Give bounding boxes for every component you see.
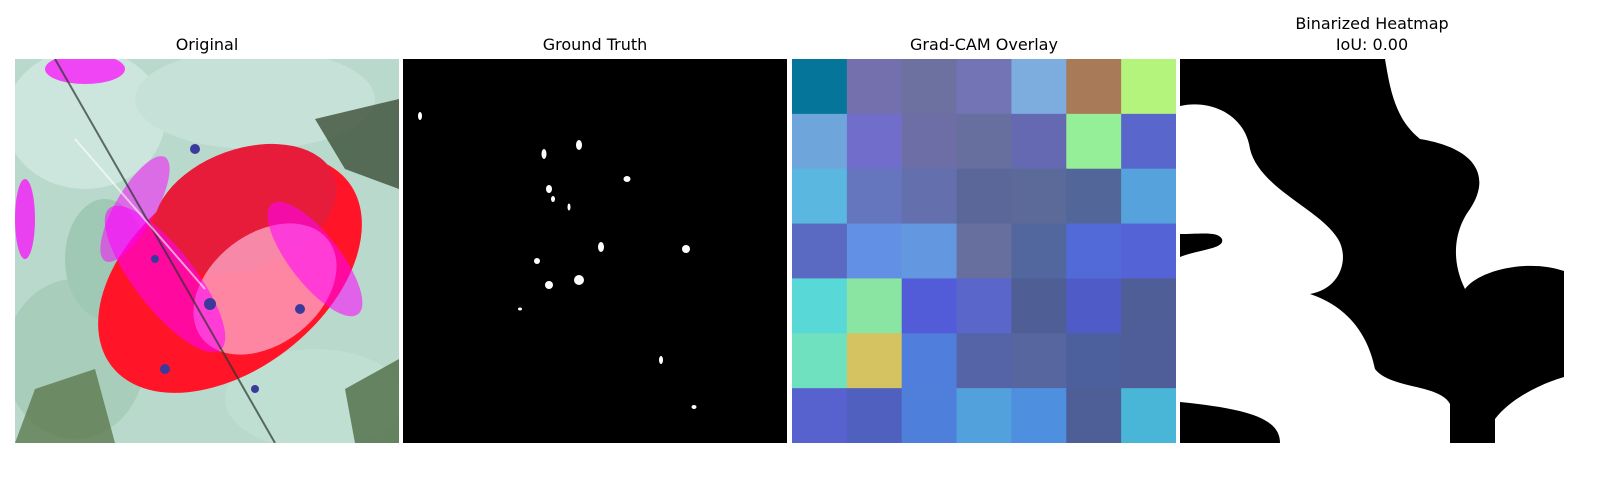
heatmap-cell [1121, 59, 1176, 115]
heatmap-cell [1011, 388, 1067, 443]
heatmap-cell [846, 59, 903, 115]
heatmap-cell [846, 223, 903, 279]
heatmap-cell [1121, 113, 1176, 170]
heatmap-cell [1066, 113, 1122, 170]
heatmap-cell [901, 388, 958, 443]
heatmap-cell [846, 278, 903, 334]
heatmap-cell [846, 113, 903, 170]
heatmap-cell [846, 388, 903, 443]
binarized-mask [1180, 59, 1564, 443]
heatmap-cell [1121, 223, 1176, 279]
gradcam-title: Grad-CAM Overlay [910, 35, 1058, 54]
heatmap-cell [956, 168, 1012, 225]
heatmap-cell [956, 278, 1012, 334]
heatmap-cell [956, 333, 1012, 389]
heatmap-cell [956, 223, 1012, 279]
heatmap-cell [1066, 333, 1122, 389]
heatmap-cell [1121, 388, 1176, 443]
heatmap-cell [956, 59, 1012, 115]
heatmap-cell [956, 388, 1012, 443]
heatmap-cell [792, 113, 848, 170]
heatmap-cell [1011, 333, 1067, 389]
heatmap-cell [792, 59, 848, 115]
heatmap-cell [1121, 168, 1176, 225]
heatmap-cell [1066, 278, 1122, 334]
gradcam-heatmap [792, 59, 1176, 443]
heatmap-cell [901, 168, 958, 225]
heatmap-cell [956, 113, 1012, 170]
heatmap-cell [1011, 278, 1067, 334]
heatmap-cell [1066, 223, 1122, 279]
heatmap-cell [792, 168, 848, 225]
heatmap-cell [1011, 59, 1067, 115]
heatmap-cell [1121, 333, 1176, 389]
heatmap-cell [1011, 168, 1067, 225]
heatmap-cell [901, 223, 958, 279]
heatmap-cell [901, 59, 958, 115]
heatmap-cell [1066, 388, 1122, 443]
ground-truth-title: Ground Truth [542, 35, 648, 54]
heatmap-cell [1066, 59, 1122, 115]
heatmap-cell [846, 333, 903, 389]
heatmap-cell [846, 168, 903, 225]
original-image [15, 59, 399, 443]
ground-truth-mask [403, 59, 787, 443]
heatmap-cell [901, 278, 958, 334]
heatmap-cell [1121, 278, 1176, 334]
heatmap-cell [792, 388, 848, 443]
binarized-title: Binarized Heatmap [1295, 14, 1449, 33]
original-title: Original [175, 35, 239, 54]
heatmap-cell [1011, 223, 1067, 279]
heatmap-cell [901, 113, 958, 170]
heatmap-cell [1011, 113, 1067, 170]
heatmap-cell [1066, 168, 1122, 225]
heatmap-cell [792, 278, 848, 334]
heatmap-cell [792, 333, 848, 389]
heatmap-cell [792, 223, 848, 279]
heatmap-cell [901, 333, 958, 389]
iou-label: IoU: 0.00 [1335, 35, 1409, 54]
